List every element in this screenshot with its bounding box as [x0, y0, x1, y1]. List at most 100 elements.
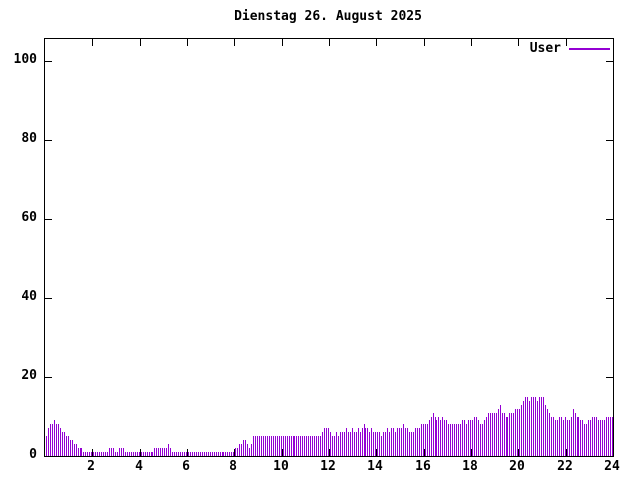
- bar: [551, 417, 552, 456]
- bar: [285, 436, 286, 456]
- bar: [332, 436, 333, 456]
- bar: [474, 417, 475, 456]
- bar: [198, 452, 199, 456]
- bar: [482, 424, 483, 456]
- bar: [486, 417, 487, 456]
- bar: [559, 417, 560, 456]
- bar: [580, 420, 581, 456]
- bar: [492, 413, 493, 456]
- bar: [328, 428, 329, 456]
- bar: [460, 424, 461, 456]
- bar: [590, 420, 591, 456]
- bar: [74, 444, 75, 456]
- bar: [257, 436, 258, 456]
- bar: [298, 436, 299, 456]
- bar: [265, 436, 266, 456]
- bar: [340, 432, 341, 456]
- bar: [598, 420, 599, 456]
- bar: [83, 452, 84, 456]
- bar: [586, 424, 587, 456]
- bar: [421, 424, 422, 456]
- bar: [318, 436, 319, 456]
- bar: [440, 420, 441, 456]
- bar: [275, 436, 276, 456]
- bar: [99, 452, 100, 456]
- bar: [610, 417, 611, 456]
- bar: [383, 432, 384, 456]
- bar: [174, 452, 175, 456]
- bar: [105, 452, 106, 456]
- bar: [567, 420, 568, 456]
- bar: [354, 432, 355, 456]
- bar: [575, 413, 576, 456]
- bar: [433, 413, 434, 456]
- bar: [509, 413, 510, 456]
- bar: [456, 424, 457, 456]
- bar: [222, 452, 223, 456]
- bar: [543, 397, 544, 456]
- bar: [113, 448, 114, 456]
- bar: [490, 413, 491, 456]
- bar: [129, 452, 130, 456]
- bar: [377, 432, 378, 456]
- bar: [176, 452, 177, 456]
- bar: [419, 428, 420, 456]
- bar: [58, 424, 59, 456]
- bar: [192, 452, 193, 456]
- bar: [314, 436, 315, 456]
- bar: [442, 417, 443, 456]
- bar: [66, 436, 67, 456]
- bar: [367, 428, 368, 456]
- bar: [80, 448, 81, 456]
- bar: [216, 452, 217, 456]
- bar: [507, 417, 508, 456]
- bar: [304, 436, 305, 456]
- bar: [78, 448, 79, 456]
- bar: [346, 428, 347, 456]
- bar: [462, 420, 463, 456]
- bar: [525, 397, 526, 456]
- bar: [417, 428, 418, 456]
- bar: [202, 452, 203, 456]
- bar: [87, 452, 88, 456]
- bar: [154, 448, 155, 456]
- bar: [127, 452, 128, 456]
- bar: [243, 440, 244, 456]
- bar: [68, 436, 69, 456]
- bar: [249, 448, 250, 456]
- bar: [608, 417, 609, 456]
- bar: [606, 417, 607, 456]
- bar: [496, 413, 497, 456]
- x-tick-label: 12: [320, 459, 336, 474]
- bar: [588, 420, 589, 456]
- bar: [511, 413, 512, 456]
- bar: [283, 436, 284, 456]
- bar: [149, 452, 150, 456]
- x-tick-label: 10: [273, 459, 289, 474]
- bar: [561, 417, 562, 456]
- bar: [212, 452, 213, 456]
- legend-label: User: [529, 41, 561, 56]
- bar: [85, 452, 86, 456]
- bar: [253, 436, 254, 456]
- bar: [395, 432, 396, 456]
- bar: [281, 436, 282, 456]
- bars-canvas: [45, 39, 613, 456]
- bar: [592, 417, 593, 456]
- bar: [498, 409, 499, 456]
- bar: [119, 448, 120, 456]
- bar: [476, 417, 477, 456]
- bar: [231, 452, 232, 456]
- bar: [488, 413, 489, 456]
- bar: [387, 428, 388, 456]
- bar: [470, 420, 471, 456]
- bar: [170, 448, 171, 456]
- bar: [344, 432, 345, 456]
- bar: [494, 413, 495, 456]
- bar: [166, 448, 167, 456]
- bar: [444, 420, 445, 456]
- bar: [549, 413, 550, 456]
- bar: [431, 417, 432, 456]
- bar: [133, 452, 134, 456]
- bar: [342, 432, 343, 456]
